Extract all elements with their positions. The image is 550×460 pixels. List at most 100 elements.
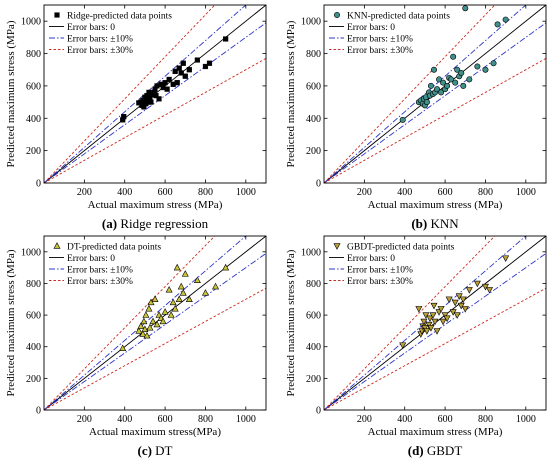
x-tick-label: 1000	[516, 187, 536, 198]
panel-2: 200 400 600 800 1000 0 200 400 600 800 1000 Actual …	[285, 4, 547, 231]
data-point	[430, 302, 438, 310]
data-point	[453, 312, 461, 319]
data-point	[490, 60, 497, 67]
x-tick-label: 800	[198, 414, 213, 425]
legend-label-points: DT-predicted data points	[67, 243, 161, 253]
data-point	[430, 66, 437, 73]
data-point	[171, 304, 179, 312]
y-tick-label: 1000	[301, 17, 321, 28]
data-point	[461, 306, 469, 313]
y-tick-label: 200	[306, 146, 321, 157]
caption-letter: (d)	[408, 443, 424, 458]
data-point	[186, 67, 192, 73]
y-tick-label: 400	[26, 114, 41, 125]
y-tick-label: 200	[26, 374, 41, 385]
data-point	[443, 315, 451, 323]
data-point	[502, 16, 509, 23]
data-point	[460, 82, 467, 89]
panel-caption: (d) GBDT	[408, 443, 463, 458]
y-tick-label: 0	[36, 406, 41, 417]
data-point	[399, 116, 406, 123]
y-axis-label: Predicted maximum stress (MPa)	[5, 20, 17, 167]
y-tick-label: 600	[306, 81, 321, 92]
legend-label-points: GBDT-predicted data points	[347, 243, 455, 253]
legend-marker	[333, 243, 341, 250]
data-point	[485, 287, 493, 294]
y-tick-label: 800	[306, 279, 321, 290]
data-point	[474, 63, 481, 70]
x-tick-label: 400	[397, 414, 412, 425]
legend-label-error-1: Error bars: ±10%	[67, 35, 133, 45]
y-tick-label: 600	[26, 81, 41, 92]
data-point	[421, 325, 429, 332]
caption-text: Ridge regression	[117, 216, 208, 231]
y-axis-label: Predicted maximum stress (MPa)	[285, 20, 297, 167]
line-plus-10	[324, 5, 527, 183]
panel-1: 200 400 600 800 1000 0 200 400 600 800 1000 Actual …	[5, 4, 267, 231]
y-tick-label: 200	[26, 146, 41, 157]
data-point	[423, 328, 431, 335]
y-tick-label: 0	[36, 179, 41, 190]
x-tick-label: 400	[397, 187, 412, 198]
data-point	[202, 63, 209, 70]
data-point	[151, 295, 159, 302]
data-point	[137, 322, 145, 329]
data-point	[146, 323, 154, 331]
y-tick-label: 400	[26, 342, 41, 353]
data-point	[455, 293, 463, 300]
x-tick-label: 400	[117, 414, 132, 425]
data-point	[418, 328, 426, 335]
y-tick-label: 400	[306, 342, 321, 353]
data-point	[494, 21, 501, 28]
data-point	[465, 287, 473, 294]
data-point	[466, 76, 473, 83]
plot-frame	[43, 4, 267, 184]
line-plus-10	[44, 5, 247, 183]
data-point	[193, 276, 201, 283]
data-point	[222, 263, 230, 271]
x-tick-label: 800	[478, 414, 493, 425]
legend-label-error-1: Error bars: ±10%	[67, 266, 133, 276]
legend-label-points: Ridge-predicted data points	[67, 12, 172, 22]
plot-frame	[43, 235, 267, 411]
caption-text: DT	[152, 443, 173, 458]
panel-3: 200 400 600 800 1000 0 200 400 600 800 1000 Actual …	[5, 235, 267, 458]
legend-label-error-0: Error bars: 0	[67, 23, 115, 33]
data-point	[159, 317, 167, 325]
y-axis-label: Predicted maximum stress (MPa)	[285, 249, 297, 396]
y-tick-label: 800	[26, 49, 41, 60]
data-point	[437, 306, 445, 313]
data-point	[172, 68, 178, 74]
data-point	[143, 331, 151, 339]
panel-caption: (a) Ridge regression	[102, 216, 209, 231]
x-tick-label: 400	[117, 187, 132, 198]
legend-label-error-0: Error bars: 0	[347, 254, 395, 264]
caption-text: GBDT	[424, 443, 463, 458]
panel-4: 200 400 600 800 1000 0 200 400 600 800 1000 Actual …	[285, 235, 547, 458]
data-point	[185, 295, 193, 302]
x-tick-label: 600	[438, 414, 453, 425]
data-points	[119, 263, 230, 352]
data-point	[166, 76, 172, 83]
data-point	[457, 302, 465, 310]
caption-text: KNN	[427, 216, 459, 231]
data-point	[423, 99, 430, 106]
y-tick-label: 0	[316, 406, 321, 417]
data-point	[436, 76, 443, 83]
y-tick-label: 600	[26, 311, 41, 322]
data-point	[438, 89, 445, 96]
data-point	[149, 317, 157, 325]
y-axis-label: Predicted maximum stress (MPa)	[5, 249, 17, 396]
data-point	[429, 312, 437, 319]
y-tick-label: 200	[306, 374, 321, 385]
line-plus-10	[44, 236, 247, 410]
data-point	[153, 320, 161, 328]
data-point	[201, 289, 209, 296]
data-point	[212, 282, 220, 290]
data-point	[502, 255, 510, 262]
x-tick-label: 200	[77, 187, 92, 198]
y-tick-label: 0	[316, 179, 321, 190]
data-point	[448, 76, 455, 83]
data-point	[176, 65, 182, 71]
